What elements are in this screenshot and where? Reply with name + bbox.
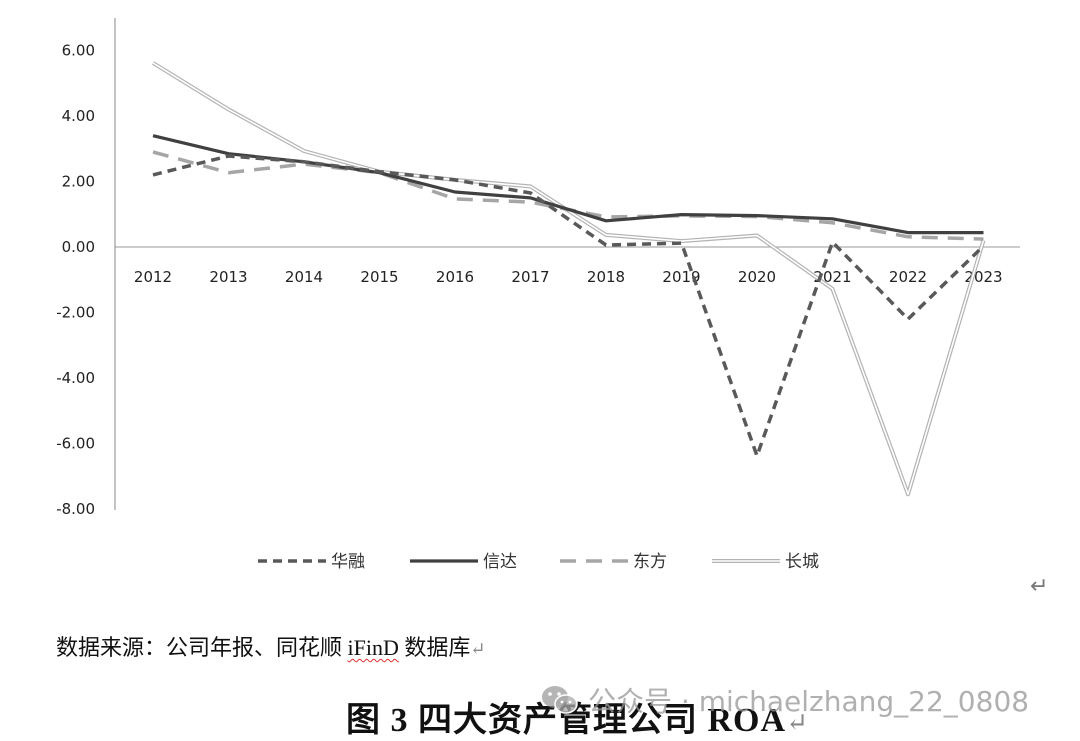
chart-legend: 华融 信达 东方 长城 bbox=[258, 552, 819, 572]
x-tick-label: 2013 bbox=[209, 268, 247, 286]
paragraph-mark: ↵ bbox=[470, 639, 486, 659]
x-tick-label: 2017 bbox=[511, 268, 549, 286]
source-prefix: 数据来源：公司年报、同花顺 bbox=[56, 635, 348, 660]
legend-label: 东方 bbox=[633, 552, 667, 572]
roa-line-chart: 6.00 4.00 2.00 0.00 -2.00 -4.00 -6.00 -8.00 201… bbox=[56, 18, 1020, 572]
y-tick-label: 2.00 bbox=[62, 173, 95, 191]
x-tick-label: 2018 bbox=[587, 268, 625, 286]
y-tick-label: 4.00 bbox=[62, 107, 95, 125]
x-tick-label: 2016 bbox=[436, 268, 474, 286]
wechat-icon bbox=[542, 686, 578, 714]
x-axis-labels: 2012 2013 2014 2015 2016 2017 2018 2019 2020 2021… bbox=[134, 268, 1003, 286]
y-tick-label: -2.00 bbox=[56, 304, 95, 322]
x-tick-label: 2014 bbox=[285, 268, 323, 286]
x-tick-label: 2012 bbox=[134, 268, 172, 286]
legend-label: 长城 bbox=[785, 552, 819, 572]
y-tick-label: 6.00 bbox=[62, 42, 95, 60]
series-huarong bbox=[152, 154, 985, 458]
y-tick-label: 0.00 bbox=[62, 238, 95, 256]
data-source-note: 数据来源：公司年报、同花顺 iFinD 数据库↵ bbox=[56, 630, 485, 662]
y-tick-label: -6.00 bbox=[56, 435, 95, 453]
source-suffix: 数据库 bbox=[398, 635, 471, 660]
series-layer bbox=[151, 61, 986, 497]
watermark-text: 公众号 · michaelzhang_22_0808 bbox=[588, 685, 1030, 718]
series-orient bbox=[152, 150, 984, 241]
x-tick-label: 2019 bbox=[662, 268, 700, 286]
paragraph-mark: ↵ bbox=[1030, 574, 1049, 599]
y-axis-labels: 6.00 4.00 2.00 0.00 -2.00 -4.00 -6.00 -8.00 bbox=[56, 42, 95, 519]
source-ifind: iFinD bbox=[347, 635, 399, 660]
series-greatwall bbox=[151, 61, 986, 497]
x-tick-label: 2020 bbox=[738, 268, 776, 286]
paragraph-mark: ↵ bbox=[786, 708, 809, 737]
legend-label: 信达 bbox=[483, 552, 517, 572]
y-tick-label: -4.00 bbox=[56, 369, 95, 387]
x-tick-label: 2015 bbox=[360, 268, 398, 286]
x-tick-label: 2022 bbox=[889, 268, 927, 286]
watermark: 公众号 · michaelzhang_22_0808 bbox=[540, 680, 1029, 720]
y-tick-label: -8.00 bbox=[56, 500, 95, 518]
legend-label: 华融 bbox=[331, 552, 365, 572]
series-greatwall-inner bbox=[152, 62, 985, 496]
